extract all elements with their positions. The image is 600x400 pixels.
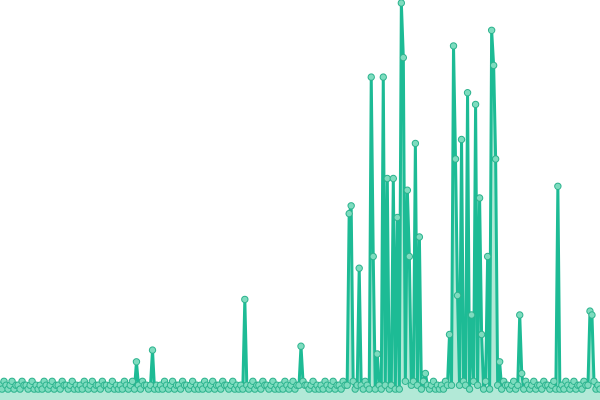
data-point (491, 155, 500, 163)
data-point (449, 42, 458, 50)
data-point (487, 26, 496, 34)
data-point (241, 295, 249, 304)
data-point (483, 252, 492, 261)
data-point (347, 202, 355, 210)
data-point (355, 264, 363, 272)
series-area (0, 3, 600, 400)
data-point (421, 369, 430, 378)
data-point (584, 381, 592, 389)
data-point (415, 233, 424, 241)
series-line (0, 1, 600, 391)
data-point (132, 358, 141, 366)
data-point (445, 330, 454, 339)
data-point (297, 342, 305, 350)
data-point (473, 381, 482, 389)
data-point (369, 252, 377, 261)
data-point (405, 252, 414, 261)
data-point (481, 377, 490, 385)
data-point (373, 350, 381, 358)
data-point (345, 209, 353, 218)
data-point (365, 385, 373, 393)
data-point (411, 139, 420, 148)
data-point (397, 0, 406, 7)
data-point (463, 89, 472, 97)
data-point (399, 53, 408, 62)
data-point (389, 174, 398, 183)
data-point (489, 61, 498, 70)
data-point (417, 385, 426, 393)
data-point (128, 377, 137, 385)
data-point (550, 377, 558, 385)
data-point (471, 100, 480, 109)
data-point (495, 358, 504, 366)
data-point (518, 369, 526, 378)
data-point (395, 385, 404, 393)
data-point (383, 174, 391, 183)
data-point (485, 385, 494, 393)
data-point (393, 213, 402, 222)
data-point (148, 346, 157, 354)
data-point (457, 135, 466, 144)
data-point (516, 311, 524, 319)
data-point (477, 330, 486, 339)
data-point (403, 186, 412, 194)
data-point (465, 385, 474, 393)
data-point (343, 381, 351, 389)
data-point (451, 155, 460, 163)
data-point (401, 377, 410, 385)
data-point (479, 385, 488, 393)
data-point (379, 73, 387, 81)
data-point (467, 311, 476, 319)
data-point (453, 291, 462, 300)
data-point (588, 311, 596, 319)
data-point (514, 381, 522, 389)
data-point (475, 194, 484, 202)
data-point (554, 182, 562, 191)
data-point (367, 73, 375, 81)
data-point (447, 381, 456, 389)
